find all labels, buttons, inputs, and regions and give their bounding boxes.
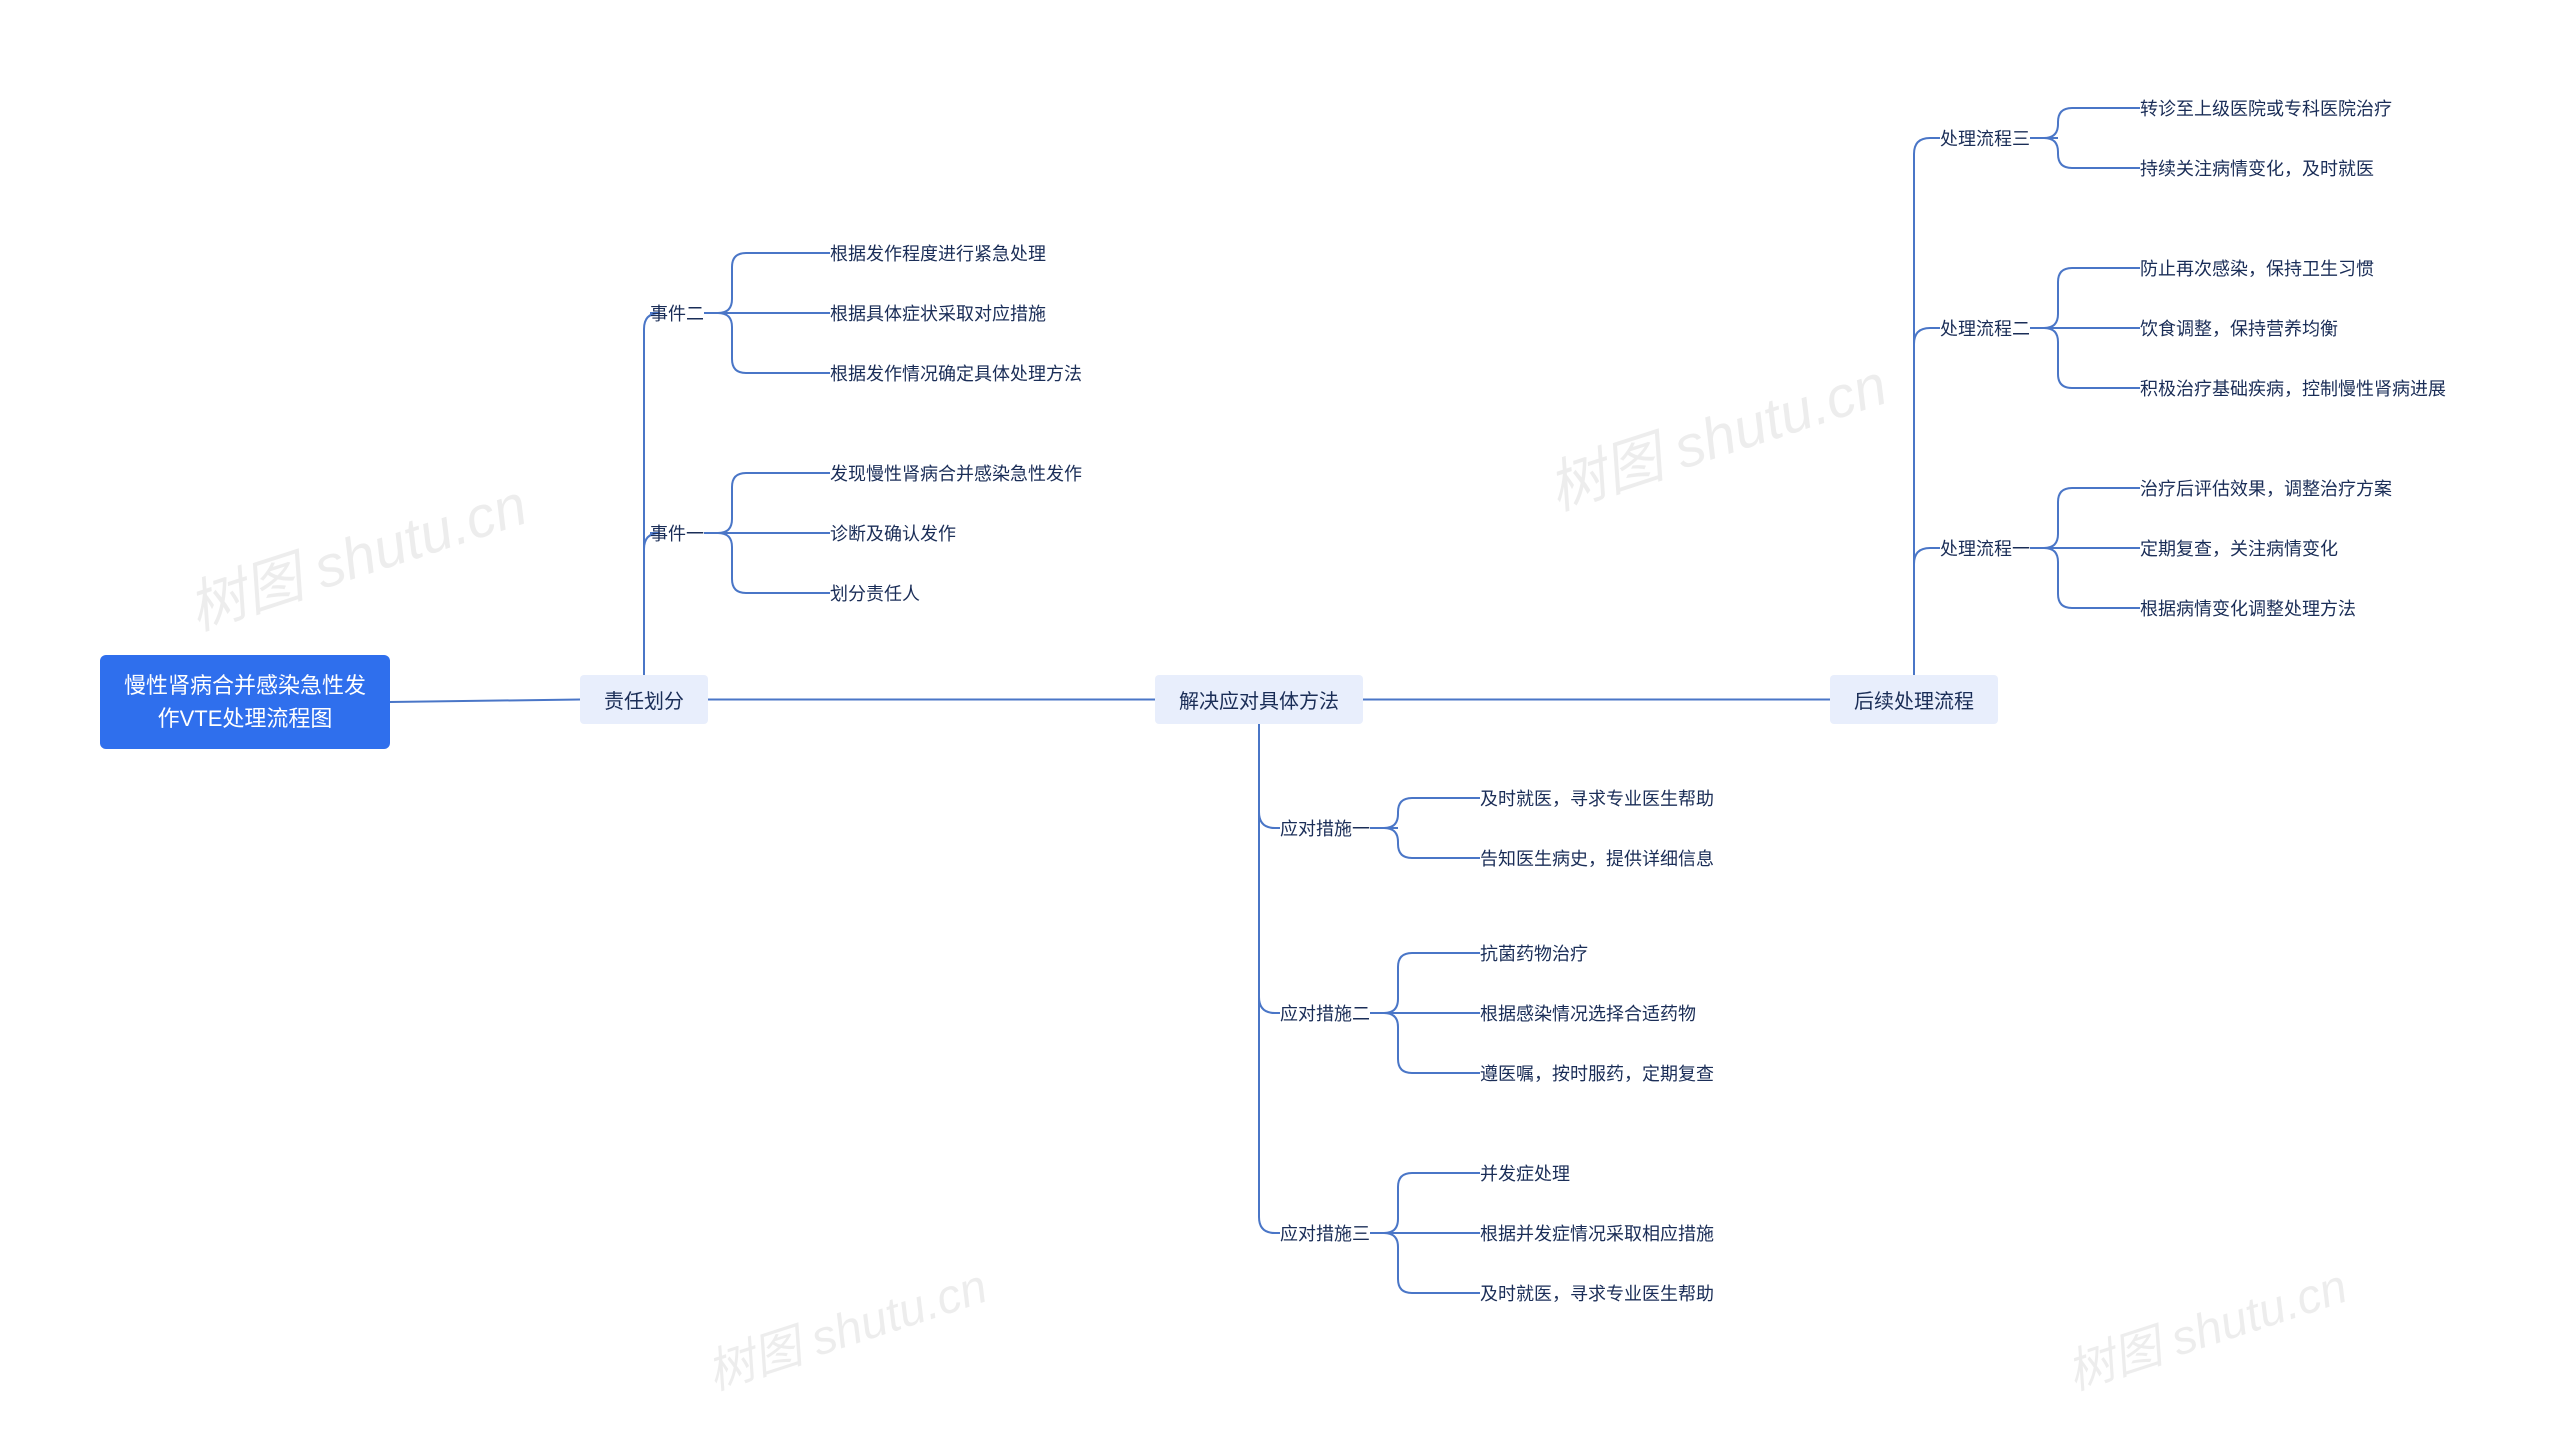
leaf-label: 遵医嘱，按时服药，定期复查 <box>1480 1060 1714 1086</box>
leaf: 治疗后评估效果，调整治疗方案 <box>2140 475 2392 501</box>
leaf-label: 及时就医，寻求专业医生帮助 <box>1480 785 1714 811</box>
sub-label: 事件二 <box>650 300 704 326</box>
sub-label: 应对措施一 <box>1280 815 1370 841</box>
sub-label: 处理流程二 <box>1940 315 2030 341</box>
leaf-label: 根据感染情况选择合适药物 <box>1480 1000 1696 1026</box>
branch-label: 后续处理流程 <box>1854 685 1974 714</box>
leaf: 根据发作程度进行紧急处理 <box>830 240 1046 266</box>
leaf: 积极治疗基础疾病，控制慢性肾病进展 <box>2140 375 2446 401</box>
sub-measure-3[interactable]: 应对措施三 <box>1280 1220 1370 1246</box>
watermark: 树图 shutu.cn <box>696 1247 994 1403</box>
leaf: 发现慢性肾病合并感染急性发作 <box>830 460 1082 486</box>
leaf: 及时就医，寻求专业医生帮助 <box>1480 785 1714 811</box>
branch-methods[interactable]: 解决应对具体方法 <box>1155 675 1363 724</box>
leaf-label: 根据病情变化调整处理方法 <box>2140 595 2356 621</box>
leaf: 饮食调整，保持营养均衡 <box>2140 315 2338 341</box>
branch-label: 责任划分 <box>604 685 684 714</box>
leaf: 根据并发症情况采取相应措施 <box>1480 1220 1714 1246</box>
sub-label: 应对措施二 <box>1280 1000 1370 1026</box>
leaf-label: 根据并发症情况采取相应措施 <box>1480 1220 1714 1246</box>
sub-event-1[interactable]: 事件一 <box>650 520 704 546</box>
watermark: 树图 shutu.cn <box>2056 1247 2354 1403</box>
leaf-label: 发现慢性肾病合并感染急性发作 <box>830 460 1082 486</box>
leaf-label: 定期复查，关注病情变化 <box>2140 535 2338 561</box>
branch-label: 解决应对具体方法 <box>1179 685 1339 714</box>
leaf-label: 防止再次感染，保持卫生习惯 <box>2140 255 2374 281</box>
leaf-label: 饮食调整，保持营养均衡 <box>2140 315 2338 341</box>
leaf: 告知医生病史，提供详细信息 <box>1480 845 1714 871</box>
leaf: 持续关注病情变化，及时就医 <box>2140 155 2374 181</box>
leaf-label: 划分责任人 <box>830 580 920 606</box>
leaf-label: 转诊至上级医院或专科医院治疗 <box>2140 95 2392 121</box>
leaf-label: 并发症处理 <box>1480 1160 1570 1186</box>
watermark: 树图 shutu.cn <box>1536 338 1896 526</box>
sub-process-2[interactable]: 处理流程二 <box>1940 315 2030 341</box>
sub-label: 处理流程一 <box>1940 535 2030 561</box>
leaf: 及时就医，寻求专业医生帮助 <box>1480 1280 1714 1306</box>
leaf: 并发症处理 <box>1480 1160 1570 1186</box>
branch-responsibility[interactable]: 责任划分 <box>580 675 708 724</box>
leaf: 防止再次感染，保持卫生习惯 <box>2140 255 2374 281</box>
leaf-label: 及时就医，寻求专业医生帮助 <box>1480 1280 1714 1306</box>
sub-measure-1[interactable]: 应对措施一 <box>1280 815 1370 841</box>
leaf: 根据具体症状采取对应措施 <box>830 300 1046 326</box>
leaf-label: 持续关注病情变化，及时就医 <box>2140 155 2374 181</box>
leaf: 定期复查，关注病情变化 <box>2140 535 2338 561</box>
leaf-label: 治疗后评估效果，调整治疗方案 <box>2140 475 2392 501</box>
leaf-label: 根据发作情况确定具体处理方法 <box>830 360 1082 386</box>
leaf: 抗菌药物治疗 <box>1480 940 1588 966</box>
sub-event-2[interactable]: 事件二 <box>650 300 704 326</box>
leaf: 转诊至上级医院或专科医院治疗 <box>2140 95 2392 121</box>
leaf-label: 根据发作程度进行紧急处理 <box>830 240 1046 266</box>
leaf-label: 积极治疗基础疾病，控制慢性肾病进展 <box>2140 375 2446 401</box>
leaf: 划分责任人 <box>830 580 920 606</box>
sub-label: 事件一 <box>650 520 704 546</box>
branch-followup[interactable]: 后续处理流程 <box>1830 675 1998 724</box>
leaf-label: 抗菌药物治疗 <box>1480 940 1588 966</box>
leaf-label: 诊断及确认发作 <box>830 520 956 546</box>
leaf-label: 根据具体症状采取对应措施 <box>830 300 1046 326</box>
sub-measure-2[interactable]: 应对措施二 <box>1280 1000 1370 1026</box>
sub-process-1[interactable]: 处理流程一 <box>1940 535 2030 561</box>
leaf: 根据发作情况确定具体处理方法 <box>830 360 1082 386</box>
sub-label: 处理流程三 <box>1940 125 2030 151</box>
leaf-label: 告知医生病史，提供详细信息 <box>1480 845 1714 871</box>
leaf: 根据病情变化调整处理方法 <box>2140 595 2356 621</box>
sub-process-3[interactable]: 处理流程三 <box>1940 125 2030 151</box>
watermark: 树图 shutu.cn <box>176 458 536 646</box>
sub-label: 应对措施三 <box>1280 1220 1370 1246</box>
leaf: 遵医嘱，按时服药，定期复查 <box>1480 1060 1714 1086</box>
root-node[interactable]: 慢性肾病合并感染急性发作VTE处理流程图 <box>100 655 390 749</box>
leaf: 诊断及确认发作 <box>830 520 956 546</box>
leaf: 根据感染情况选择合适药物 <box>1480 1000 1696 1026</box>
root-label: 慢性肾病合并感染急性发作VTE处理流程图 <box>122 669 368 735</box>
